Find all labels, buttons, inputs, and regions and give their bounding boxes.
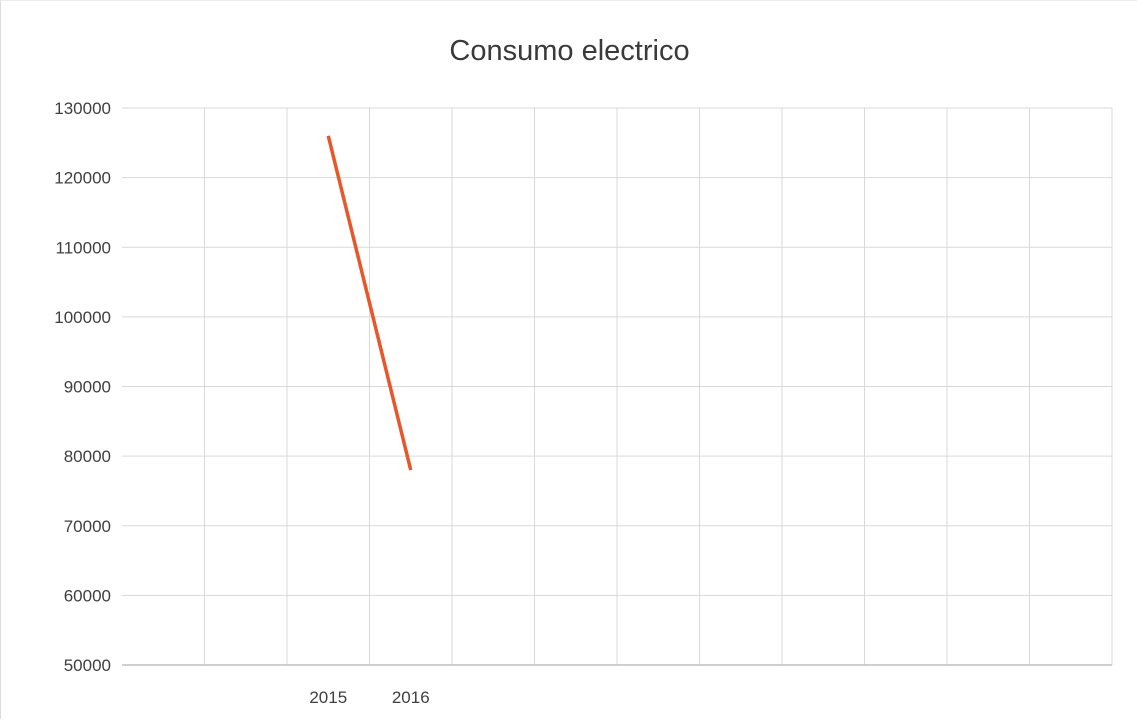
series-line <box>326 135 413 471</box>
y-tick-label: 120000 <box>54 169 111 188</box>
y-tick-label: 60000 <box>64 586 111 605</box>
x-tick-label: 2016 <box>392 688 430 707</box>
y-tick-label: 50000 <box>64 656 111 675</box>
x-tick-label: 2015 <box>309 688 347 707</box>
y-tick-label: 110000 <box>56 238 111 257</box>
y-tick-label: 70000 <box>64 517 111 536</box>
y-tick-label: 90000 <box>64 378 111 397</box>
y-tick-label: 130000 <box>54 99 111 118</box>
y-tick-label: 100000 <box>54 308 111 327</box>
chart-title: Consumo electrico <box>449 35 690 67</box>
y-tick-label: 80000 <box>64 447 111 466</box>
